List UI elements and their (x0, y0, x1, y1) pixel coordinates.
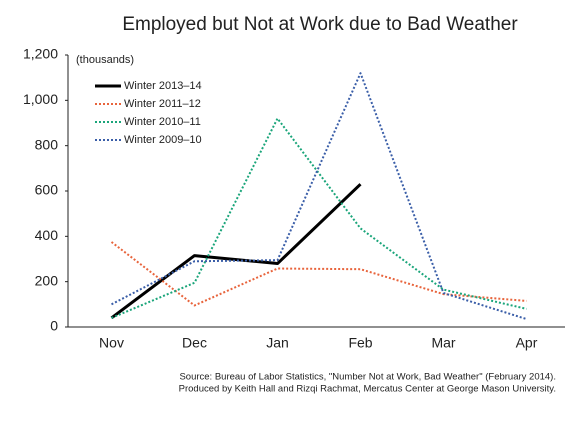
x-tick-label: Dec (182, 335, 207, 351)
chart-title: Employed but Not at Work due to Bad Weat… (122, 14, 518, 35)
y-axis-label: (thousands) (76, 54, 134, 66)
y-tick-label: 600 (35, 182, 59, 198)
legend-label: Winter 2010–11 (124, 116, 201, 128)
y-tick-label: 1,200 (23, 46, 58, 62)
series-line (111, 117, 527, 319)
x-tick-label: Mar (431, 335, 455, 351)
source-note: Source: Bureau of Labor Statistics, "Num… (179, 372, 556, 383)
y-tick-label: 1,000 (23, 91, 58, 107)
legend-label: Winter 2009–10 (124, 134, 202, 146)
series-line (110, 241, 527, 307)
y-tick-label: 800 (35, 136, 59, 152)
y-tick-label: 200 (35, 272, 59, 288)
legend-label: Winter 2011–12 (124, 98, 201, 110)
x-tick-label: Feb (348, 335, 372, 351)
x-tick-label: Nov (99, 335, 124, 351)
x-tick-label: Jan (266, 335, 289, 351)
x-tick-label: Apr (516, 335, 538, 351)
series-line (111, 72, 527, 321)
y-tick-label: 0 (50, 318, 58, 334)
source-note: Produced by Keith Hall and Rizqi Rachmat… (179, 384, 556, 395)
series-line (110, 183, 362, 320)
y-tick-label: 400 (35, 227, 59, 243)
legend-label: Winter 2013–14 (124, 80, 202, 92)
